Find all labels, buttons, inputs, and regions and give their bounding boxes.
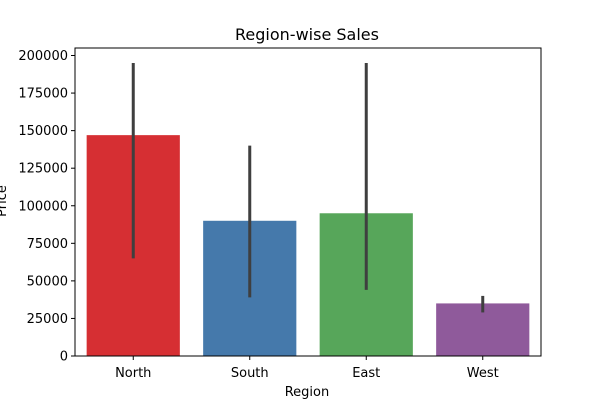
x-tick-label: East xyxy=(352,366,380,381)
x-tick-label: West xyxy=(467,366,499,381)
y-tick-label: 25000 xyxy=(27,312,68,327)
y-tick-label: 175000 xyxy=(18,87,68,102)
y-axis: 0 25000 50000 75000 100000 125000 150000 175000… xyxy=(18,49,75,365)
x-axis: North South East West xyxy=(115,356,499,381)
bars-group xyxy=(86,135,530,356)
plot-frame xyxy=(74,47,542,357)
x-axis-label: Region xyxy=(285,385,330,400)
error-bars-group xyxy=(131,63,485,313)
y-tick-label: 50000 xyxy=(27,274,68,289)
y-tick-label: 0 xyxy=(60,350,68,365)
y-tick-label: 150000 xyxy=(18,124,68,139)
y-tick-label: 75000 xyxy=(27,237,68,252)
y-tick-label: 100000 xyxy=(18,199,68,214)
x-tick-label: South xyxy=(231,366,269,381)
y-tick-label: 125000 xyxy=(18,162,68,177)
x-tick-label: North xyxy=(115,366,151,381)
chart-title: Region-wise Sales xyxy=(235,25,379,44)
y-tick-label: 200000 xyxy=(18,49,68,64)
y-axis-label: Price xyxy=(0,185,10,217)
